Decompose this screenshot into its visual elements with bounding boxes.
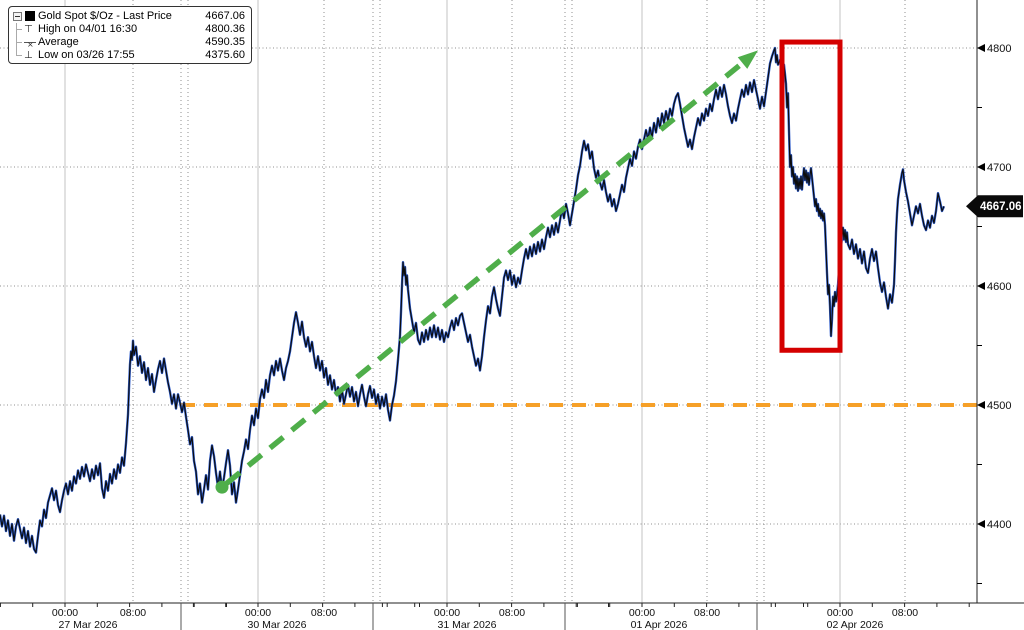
legend-series-value: 4667.06: [205, 10, 245, 22]
y-tick-label: 4700: [987, 162, 1011, 174]
y-axis-labels: 4800 4700 4600 4500 4400: [977, 43, 1011, 584]
series-square-icon: [24, 10, 38, 23]
x-time-label: 00:00: [52, 607, 78, 619]
x-time-label: 00:00: [629, 607, 655, 619]
legend-average-value: 4590.35: [205, 36, 245, 48]
y-tick-label: 4800: [987, 43, 1011, 55]
y-tick-label: 4500: [987, 400, 1011, 412]
last-price-badge: 4667.06: [966, 195, 1023, 218]
average-marker-icon: ×: [24, 36, 38, 49]
x-time-label: 00:00: [434, 607, 460, 619]
legend-series-label: Gold Spot $/Oz - Last Price: [38, 10, 172, 22]
chart-legend[interactable]: Gold Spot $/Oz - Last Price 4667.06 ⊤ Hi…: [8, 6, 252, 64]
x-time-label: 08:00: [694, 607, 720, 619]
legend-collapse-toggle[interactable]: [13, 10, 24, 23]
crash-highlight-box: [779, 39, 843, 353]
trend-arrow-annotation: [215, 50, 758, 494]
collapse-minus-icon[interactable]: [13, 12, 22, 21]
x-time-label: 00:00: [245, 607, 271, 619]
y-tick-label: 4400: [987, 519, 1011, 531]
x-date-label: 30 Mar 2026: [248, 619, 307, 630]
x-time-label: 00:00: [827, 607, 853, 619]
x-time-label: 08:00: [120, 607, 146, 619]
price-line-series: [0, 46, 946, 554]
x-date-label: 31 Mar 2026: [438, 619, 497, 630]
legend-high-value: 4800.36: [205, 23, 245, 35]
x-date-label: 02 Apr 2026: [827, 619, 884, 630]
x-time-label: 08:00: [499, 607, 525, 619]
trend-arrowhead-icon: [737, 50, 758, 69]
legend-high-label: High on 04/01 16:30: [38, 23, 138, 35]
last-price-value: 4667.06: [980, 201, 1022, 213]
x-date-label: 27 Mar 2026: [59, 619, 118, 630]
legend-low-label: Low on 03/26 17:55: [38, 49, 135, 61]
legend-row-last-price[interactable]: Gold Spot $/Oz - Last Price 4667.06: [13, 10, 245, 23]
trend-arrow-start-dot: [215, 480, 229, 494]
x-time-label: 08:00: [892, 607, 918, 619]
x-date-label: 01 Apr 2026: [631, 619, 688, 630]
low-marker-icon: ⊥: [24, 50, 33, 61]
legend-row-high: ⊤ High on 04/01 16:30 4800.36: [13, 23, 245, 36]
high-marker-icon: ⊤: [24, 24, 33, 35]
legend-row-low: ⊥ Low on 03/26 17:55 4375.60: [13, 49, 245, 62]
legend-low-value: 4375.60: [205, 49, 245, 61]
y-tick-label: 4600: [987, 281, 1011, 293]
legend-average-label: Average: [38, 36, 79, 48]
x-time-label: 08:00: [311, 607, 337, 619]
legend-row-average: × Average 4590.35: [13, 36, 245, 49]
